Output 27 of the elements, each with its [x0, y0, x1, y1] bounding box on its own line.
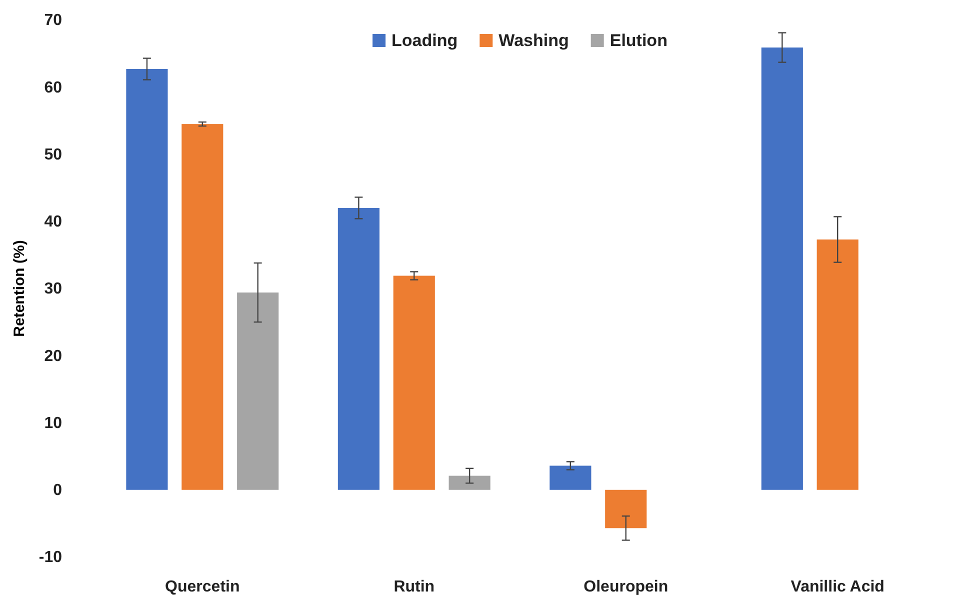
bar [182, 124, 224, 490]
legend-label: Elution [610, 31, 668, 50]
y-tick-label: 70 [44, 12, 62, 30]
y-tick-label: 40 [44, 213, 62, 230]
y-tick-label: -10 [38, 549, 62, 566]
bar [338, 208, 380, 490]
y-tick-label: 0 [53, 482, 62, 499]
bar [550, 466, 592, 490]
x-tick-label: Vanillic Acid [790, 578, 884, 596]
y-tick-label: 50 [44, 146, 62, 164]
bar [126, 69, 168, 490]
legend-label: Washing [498, 31, 569, 50]
y-tick-label: 20 [44, 348, 62, 365]
bar [237, 292, 279, 490]
y-tick-label: 10 [44, 414, 62, 432]
x-tick-label: Quercetin [165, 578, 240, 596]
x-tick-label: Oleuropein [584, 578, 668, 596]
bar [605, 490, 647, 528]
y-tick-label: 60 [44, 79, 62, 96]
x-tick-label: Rutin [394, 578, 435, 596]
legend-label: Loading [392, 31, 458, 50]
y-axis-title: Retention (%) [11, 240, 28, 337]
y-tick-label: 30 [44, 280, 62, 298]
bar [761, 48, 803, 490]
bar [816, 240, 858, 490]
bar [448, 476, 490, 490]
bar [393, 276, 435, 490]
